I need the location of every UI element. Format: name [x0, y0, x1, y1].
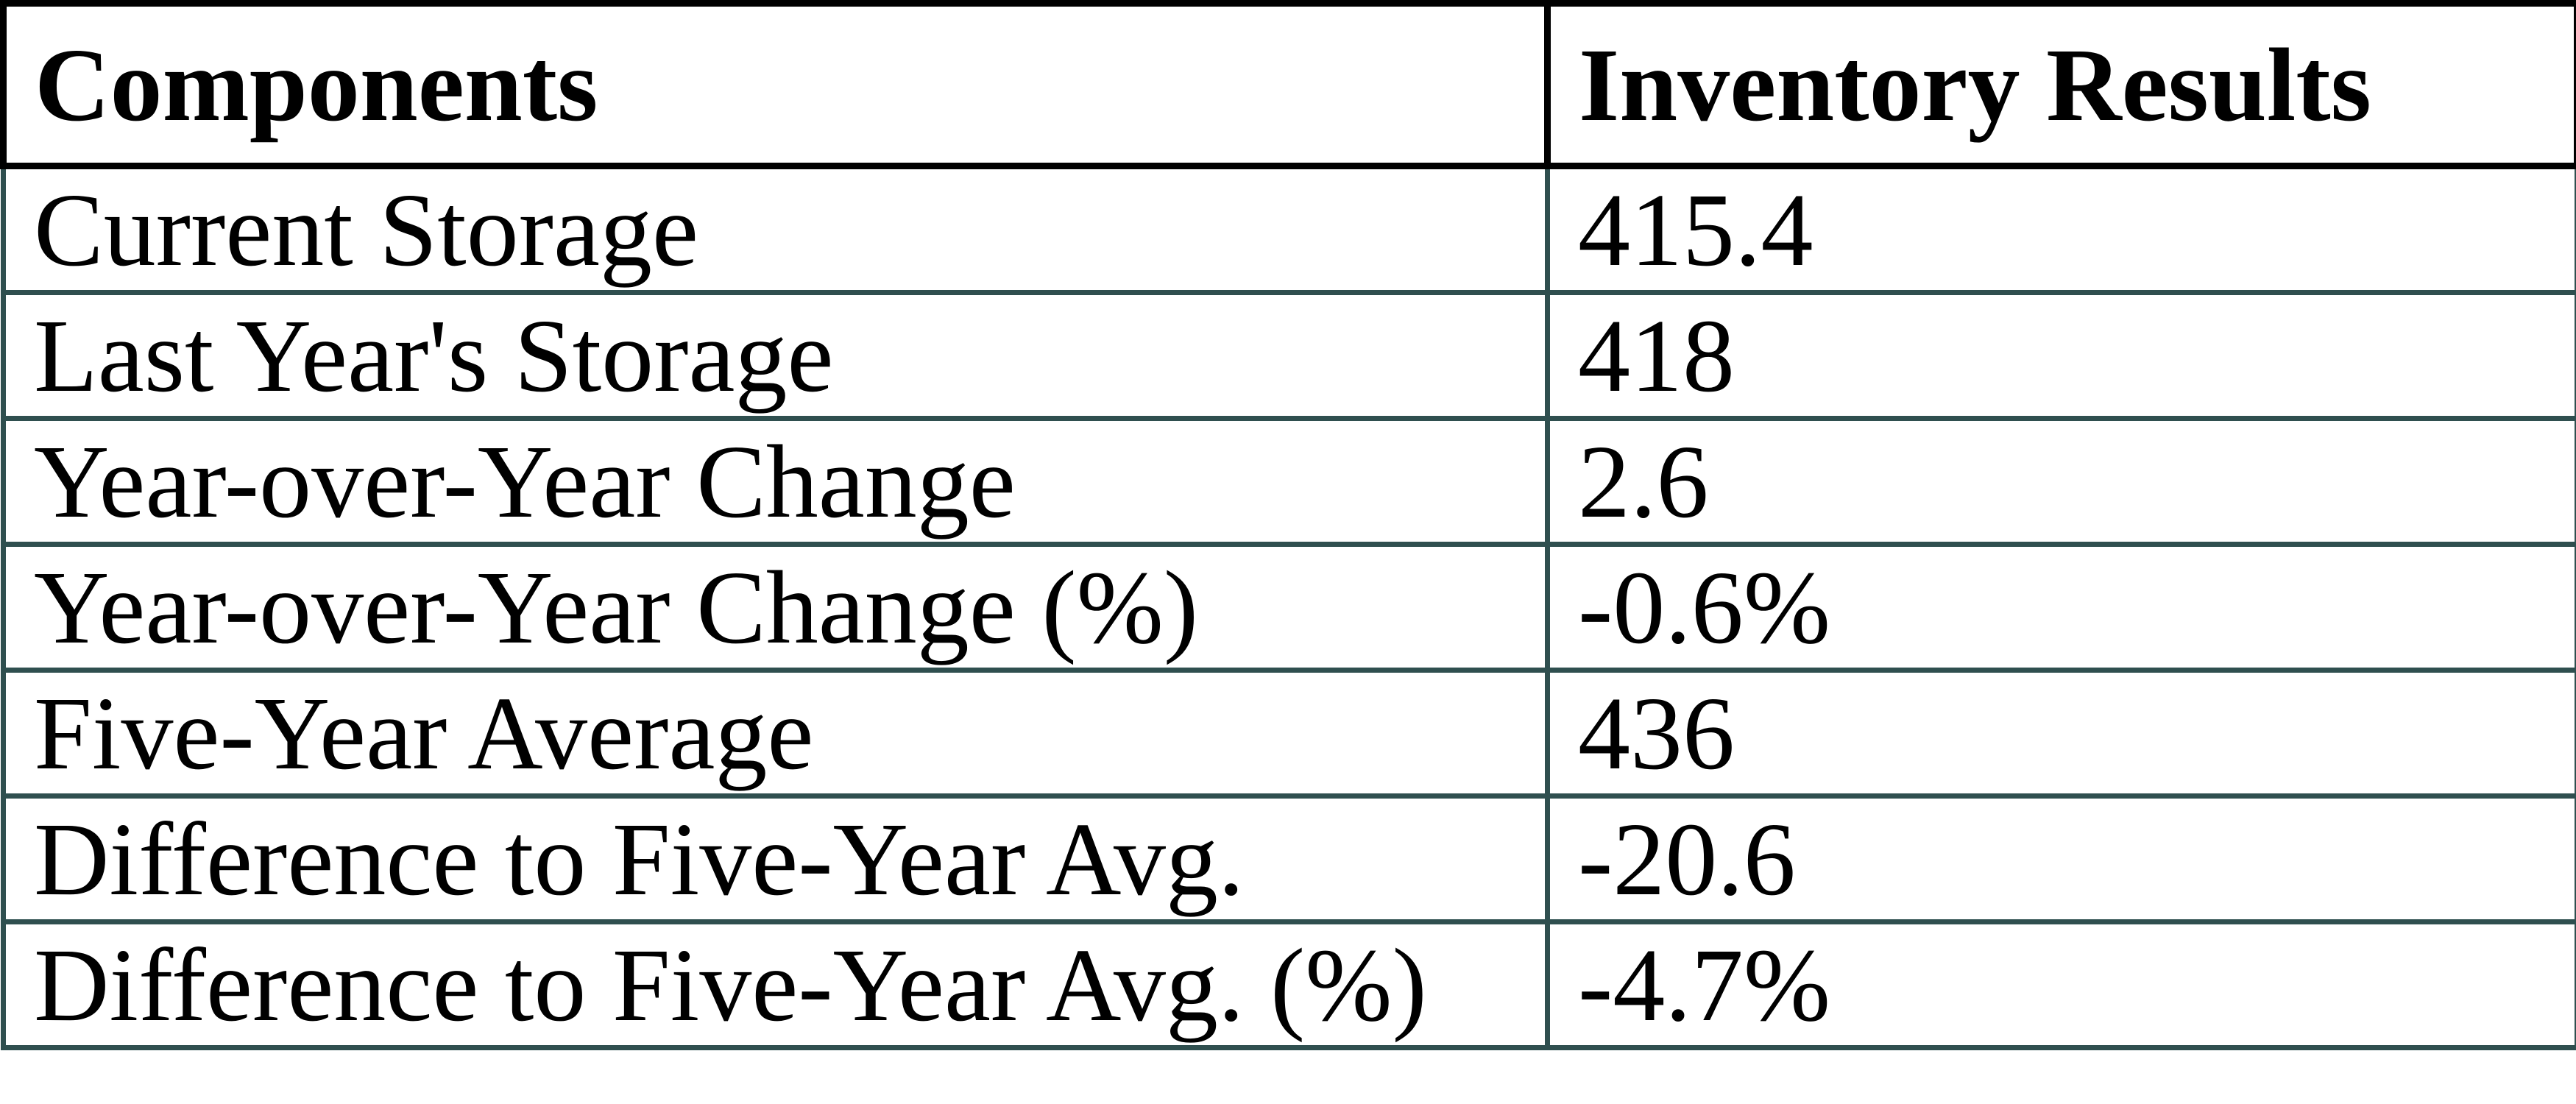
table-row: Current Storage 415.4	[1, 163, 2576, 295]
table-row: Five-Year Average 436	[1, 668, 2576, 799]
table-row: Difference to Five-Year Avg. -20.6	[1, 793, 2576, 924]
table-row: Last Year's Storage 418	[1, 290, 2576, 421]
row-value: 415.4	[1545, 163, 2576, 295]
table-header-row: Components Inventory Results	[0, 0, 2576, 169]
column-header-components: Components	[0, 0, 1551, 169]
table-row: Year-over-Year Change (%) -0.6%	[1, 542, 2576, 673]
inventory-table: Components Inventory Results Current Sto…	[0, 0, 2576, 1050]
table-row: Difference to Five-Year Avg. (%) -4.7%	[1, 919, 2576, 1050]
row-value: -0.6%	[1545, 542, 2576, 673]
row-value: 436	[1545, 668, 2576, 799]
row-value: -4.7%	[1545, 919, 2576, 1050]
column-header-inventory-results: Inventory Results	[1544, 0, 2576, 169]
row-label: Year-over-Year Change	[1, 416, 1550, 547]
row-value: 418	[1545, 290, 2576, 421]
row-label: Difference to Five-Year Avg. (%)	[1, 919, 1550, 1050]
row-label: Last Year's Storage	[1, 290, 1550, 421]
row-label: Difference to Five-Year Avg.	[1, 793, 1550, 924]
row-value: -20.6	[1545, 793, 2576, 924]
row-value: 2.6	[1545, 416, 2576, 547]
row-label: Year-over-Year Change (%)	[1, 542, 1550, 673]
row-label: Five-Year Average	[1, 668, 1550, 799]
row-label: Current Storage	[1, 163, 1550, 295]
table-row: Year-over-Year Change 2.6	[1, 416, 2576, 547]
